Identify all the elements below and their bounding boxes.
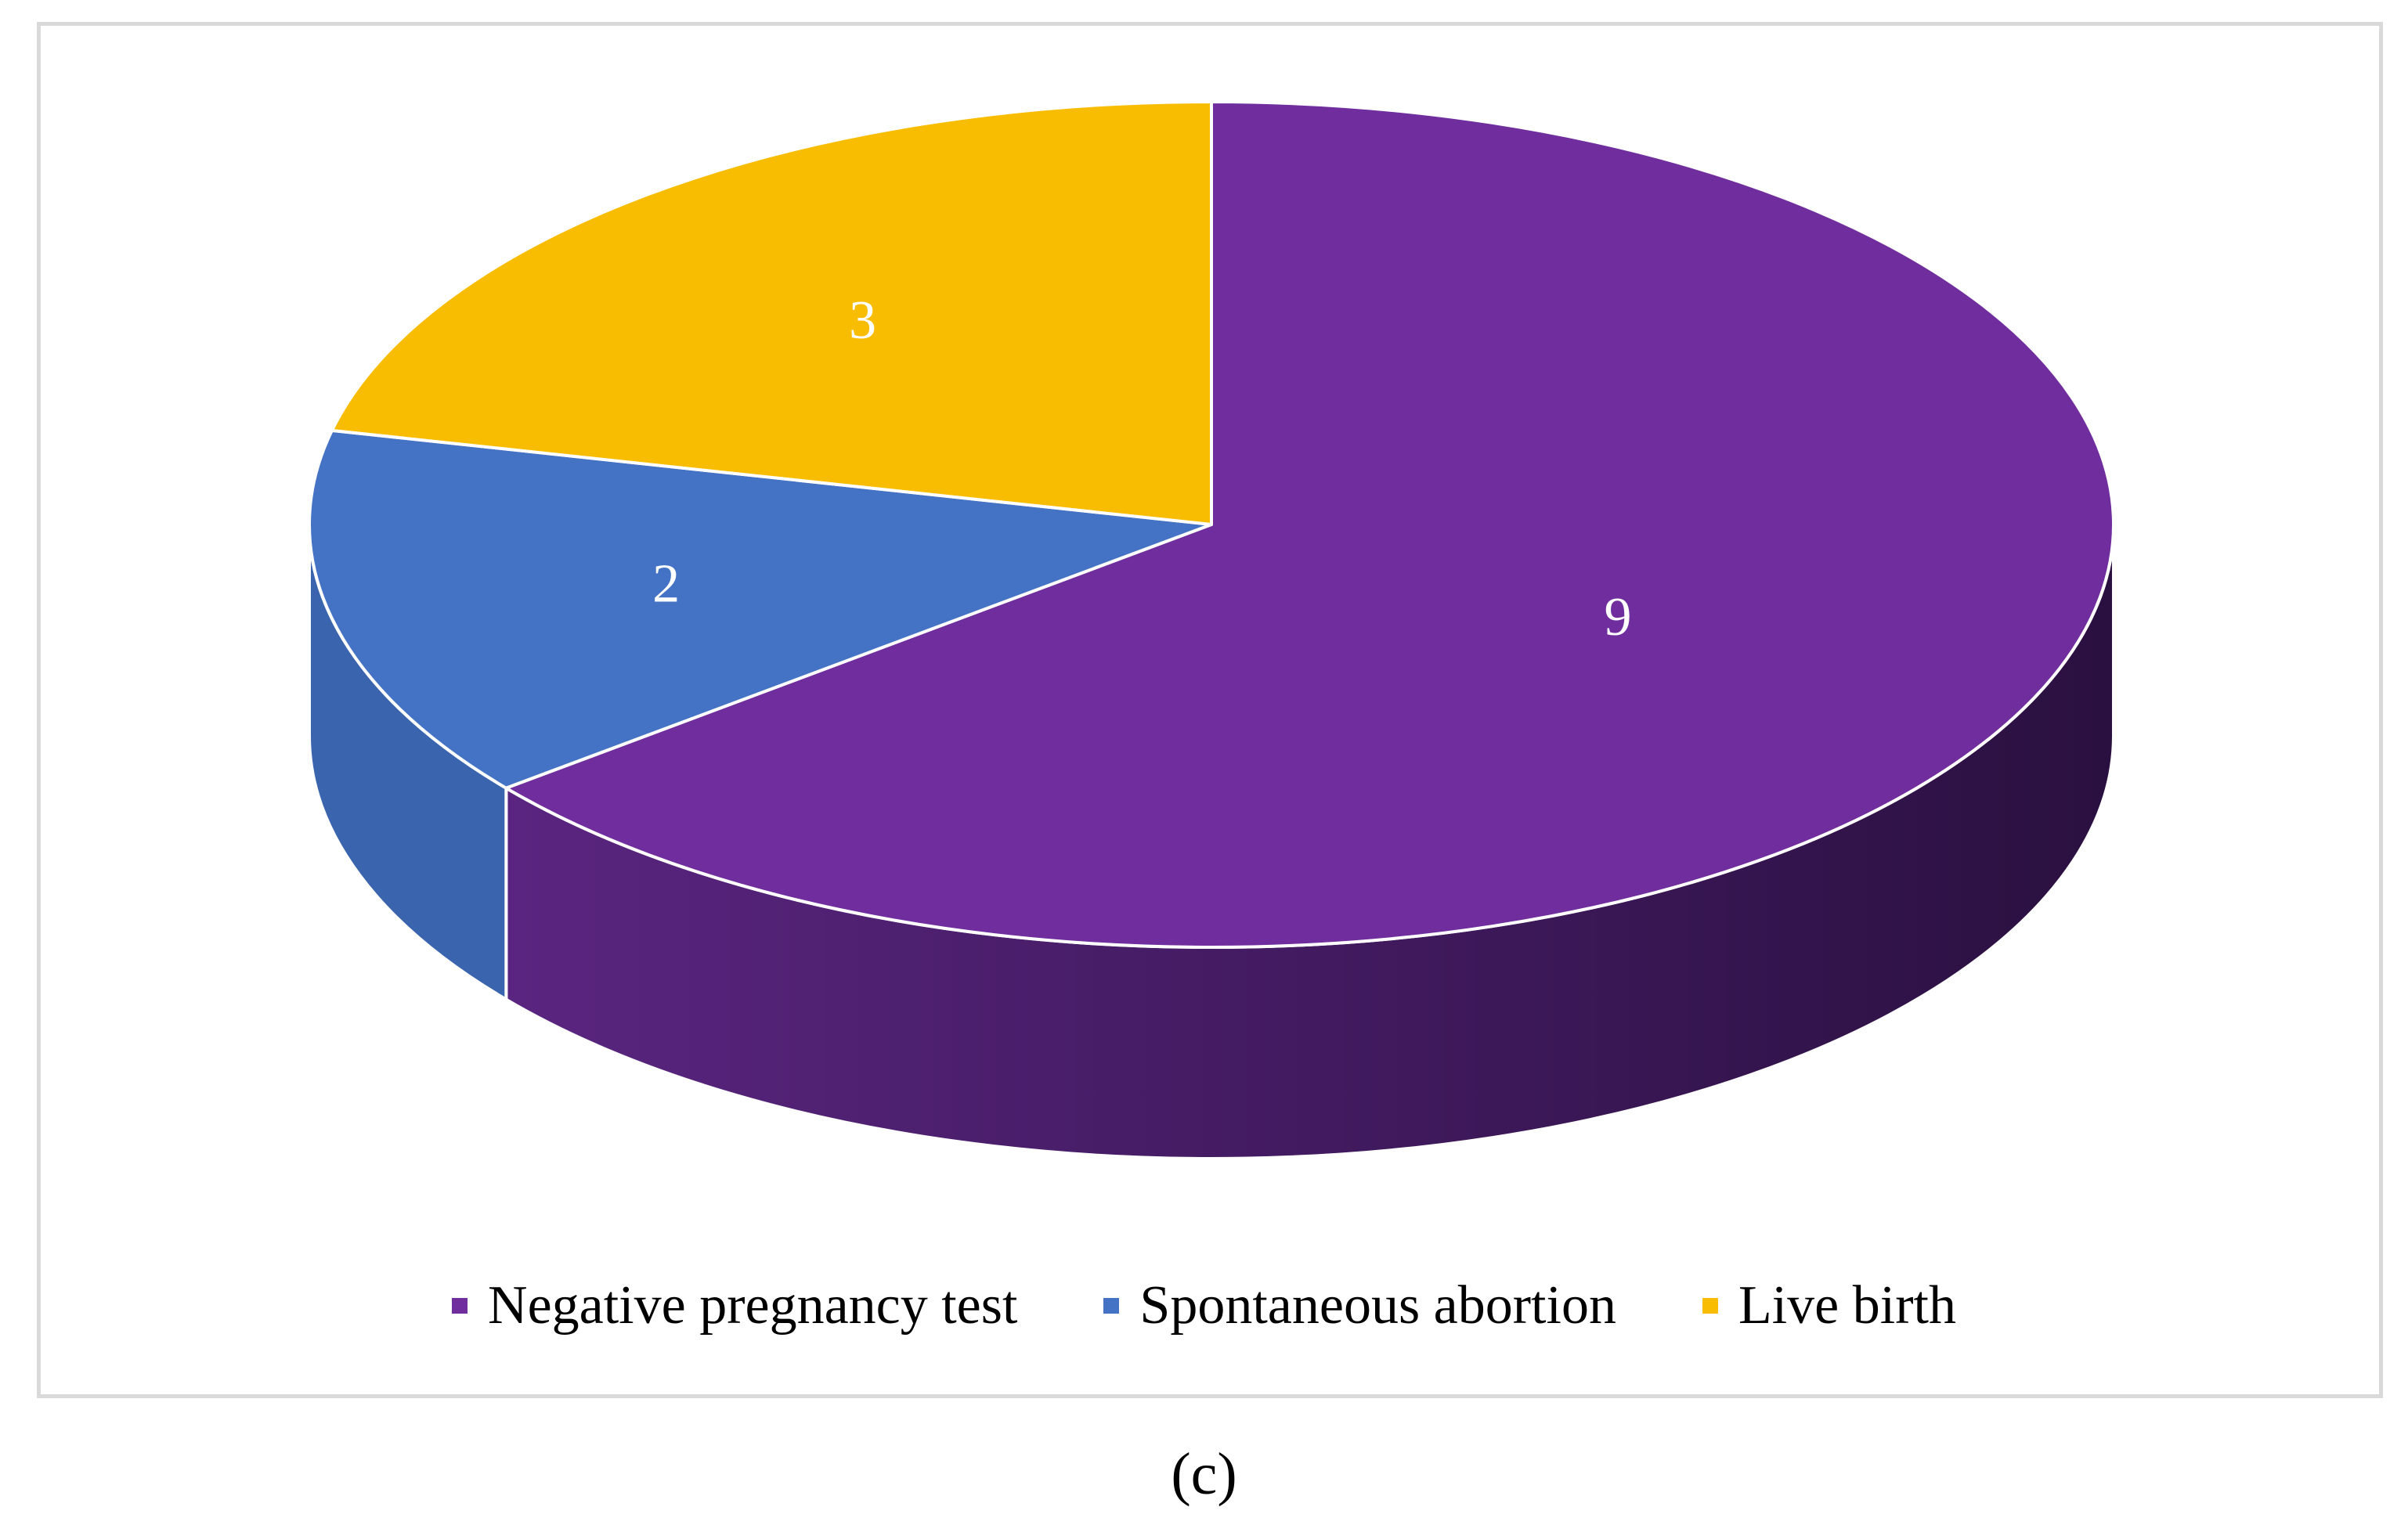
chart-frame (37, 22, 2383, 1398)
data-label-negative-pregnancy-test: 9 (1604, 587, 1631, 647)
legend-swatch (1103, 1298, 1120, 1314)
legend-swatch (452, 1298, 468, 1314)
figure-caption: (c) (1171, 1441, 1237, 1507)
pie-slice-negative-pregnancy-test (504, 100, 2115, 949)
legend-item-spontaneous-abortion: Spontaneous abortion (1103, 1274, 1616, 1337)
data-label-live-birth: 3 (849, 290, 876, 351)
pie-slice-spontaneous-abortion (308, 428, 1213, 790)
legend-item-negative-pregnancy-test: Negative pregnancy test (452, 1274, 1017, 1337)
legend: Negative pregnancy test Spontaneous abor… (0, 1274, 2408, 1337)
legend-label: Live birth (1738, 1275, 1956, 1336)
data-label-spontaneous-abortion: 2 (652, 554, 680, 615)
legend-label: Negative pregnancy test (488, 1275, 1018, 1336)
pie-slice-live-birth (330, 100, 1213, 526)
legend-label: Spontaneous abortion (1139, 1275, 1616, 1336)
legend-item-live-birth: Live birth (1702, 1274, 1956, 1337)
legend-swatch (1702, 1298, 1718, 1314)
